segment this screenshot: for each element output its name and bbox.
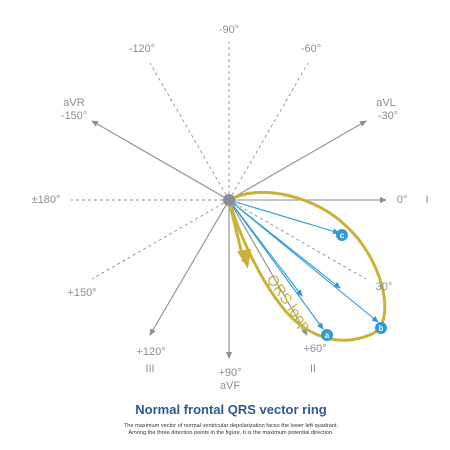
dashed-axes [71,42,367,280]
axis-lead-II [228,199,308,336]
point-a: a [321,329,333,341]
caption-line-2: Among the three direction points in the … [128,430,334,436]
point-b-marker [375,322,387,334]
axis-pos-30 [228,199,367,280]
diagram-title: Normal frontal QRS vector ring [135,402,326,417]
label-pos90: +90° [218,367,241,379]
label-neg120: -120° [129,43,155,55]
axis-neg-60 [228,62,309,201]
label-lead-III: III [145,363,154,375]
label-pos30: 30° [376,281,393,293]
point-c: c [336,229,348,241]
point-a-marker [321,329,333,341]
qrs-loop [227,191,387,342]
vectors [228,199,379,330]
lead-axes [91,120,387,359]
label-avf: aVF [220,380,240,392]
axis-pos-150 [91,199,230,280]
caption-line-1: The maximum vector of normal ventricular… [124,423,339,429]
label-neg90: -90° [219,24,239,36]
label-lead-II: II [310,363,316,375]
loop-arrowhead [237,249,251,269]
label-pos60: +60° [303,343,326,355]
vector-extra-2 [228,199,341,289]
point-b: b [375,322,387,334]
origin-dot [223,194,235,206]
label-neg30: -30° [378,110,398,122]
vector-extra-1 [228,199,303,297]
label-pos120: +120° [136,346,165,358]
axis-neg-120 [149,62,230,201]
point-a-label: a [325,331,330,340]
vector-c [228,199,340,235]
label-avl: aVL [376,97,396,109]
label-zero: 0° [397,194,408,206]
label-lead-I: I [425,194,428,206]
label-neg60: -60° [301,43,321,55]
label-neg150: -150° [61,110,87,122]
label-avr: aVR [63,97,84,109]
axis-avl [228,120,367,201]
point-c-label: c [340,231,345,240]
point-b-label: b [379,324,384,333]
label-pm180: ±180° [32,194,61,206]
label-pos150: +150° [67,287,96,299]
point-c-marker [336,229,348,241]
axis-lead-III [149,199,230,336]
axis-avr [91,120,230,201]
